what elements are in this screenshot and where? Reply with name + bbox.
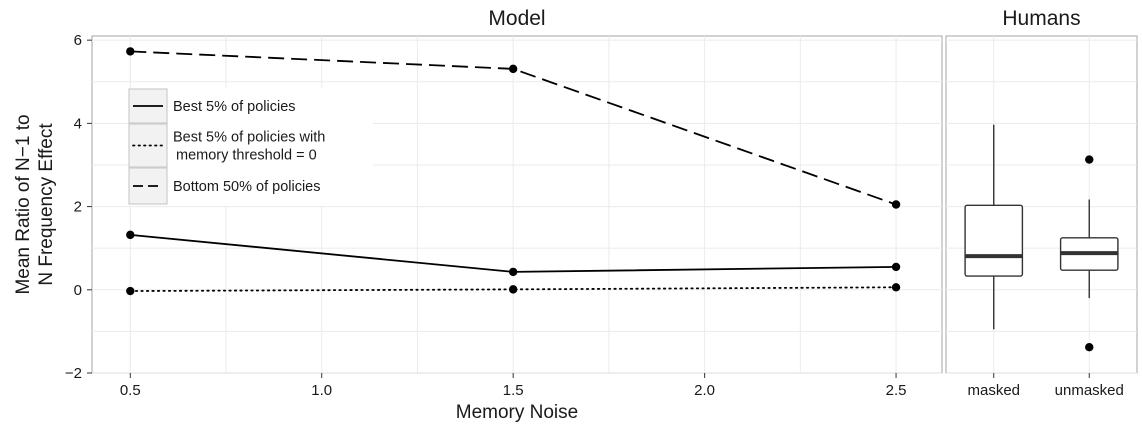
model-panel-title: Model	[488, 7, 545, 30]
data-point	[891, 262, 901, 272]
data-point	[891, 200, 901, 209]
data-point	[126, 47, 135, 56]
y-axis-title-line: Mean Ratio of N−1 to	[13, 114, 34, 294]
model-panel	[87, 35, 943, 378]
x-tick-label: 0.5	[120, 382, 141, 399]
data-point	[126, 230, 135, 240]
legend-label-line: memory threshold = 0	[176, 148, 317, 164]
humans-panel	[945, 35, 1138, 378]
box-outlier	[1085, 155, 1094, 164]
y-tick-label: 6	[74, 32, 82, 49]
humans-panel-background	[945, 35, 1138, 374]
legend-label: Bottom 50% of policies	[173, 179, 321, 195]
legend-background	[128, 88, 373, 206]
category-label: unmasked	[1055, 382, 1124, 399]
x-tick-label: 2.5	[886, 382, 907, 399]
x-tick-label: 1.5	[503, 382, 524, 399]
y-tick-label: 4	[74, 115, 82, 132]
data-point	[508, 267, 518, 277]
legend: Best 5% of policies Best 5% of policies w…	[128, 88, 373, 206]
y-axis-title: Mean Ratio of N−1 to N Frequency Effect	[13, 114, 57, 294]
axis-labels: −2 0 2 4 6 0.5 1.0 1.5 2.0 2.5 Model Memory Noise Me…	[13, 7, 1124, 423]
legend-label: Best 5% of policies with memory threshold…	[173, 130, 325, 164]
data-point	[508, 64, 518, 74]
humans-panel-title: Humans	[1002, 7, 1080, 30]
y-tick-label: −2	[65, 365, 82, 382]
x-tick-label: 2.0	[694, 382, 715, 399]
data-point	[508, 285, 518, 294]
series-line-2	[129, 286, 897, 292]
y-tick-label: 0	[74, 282, 82, 299]
y-tick-label: 2	[74, 199, 82, 216]
box-masked	[964, 204, 1024, 277]
data-point	[891, 283, 901, 292]
box-outlier	[1085, 343, 1094, 352]
legend-label-line: Best 5% of policies with	[173, 130, 325, 146]
category-label: masked	[967, 382, 1020, 399]
data-point	[126, 286, 135, 296]
legend-label: Best 5% of policies	[173, 99, 296, 115]
x-tick-label: 1.0	[311, 382, 332, 399]
x-axis-title: Memory Noise	[456, 402, 578, 423]
y-axis-title-line: N Frequency Effect	[36, 123, 57, 286]
